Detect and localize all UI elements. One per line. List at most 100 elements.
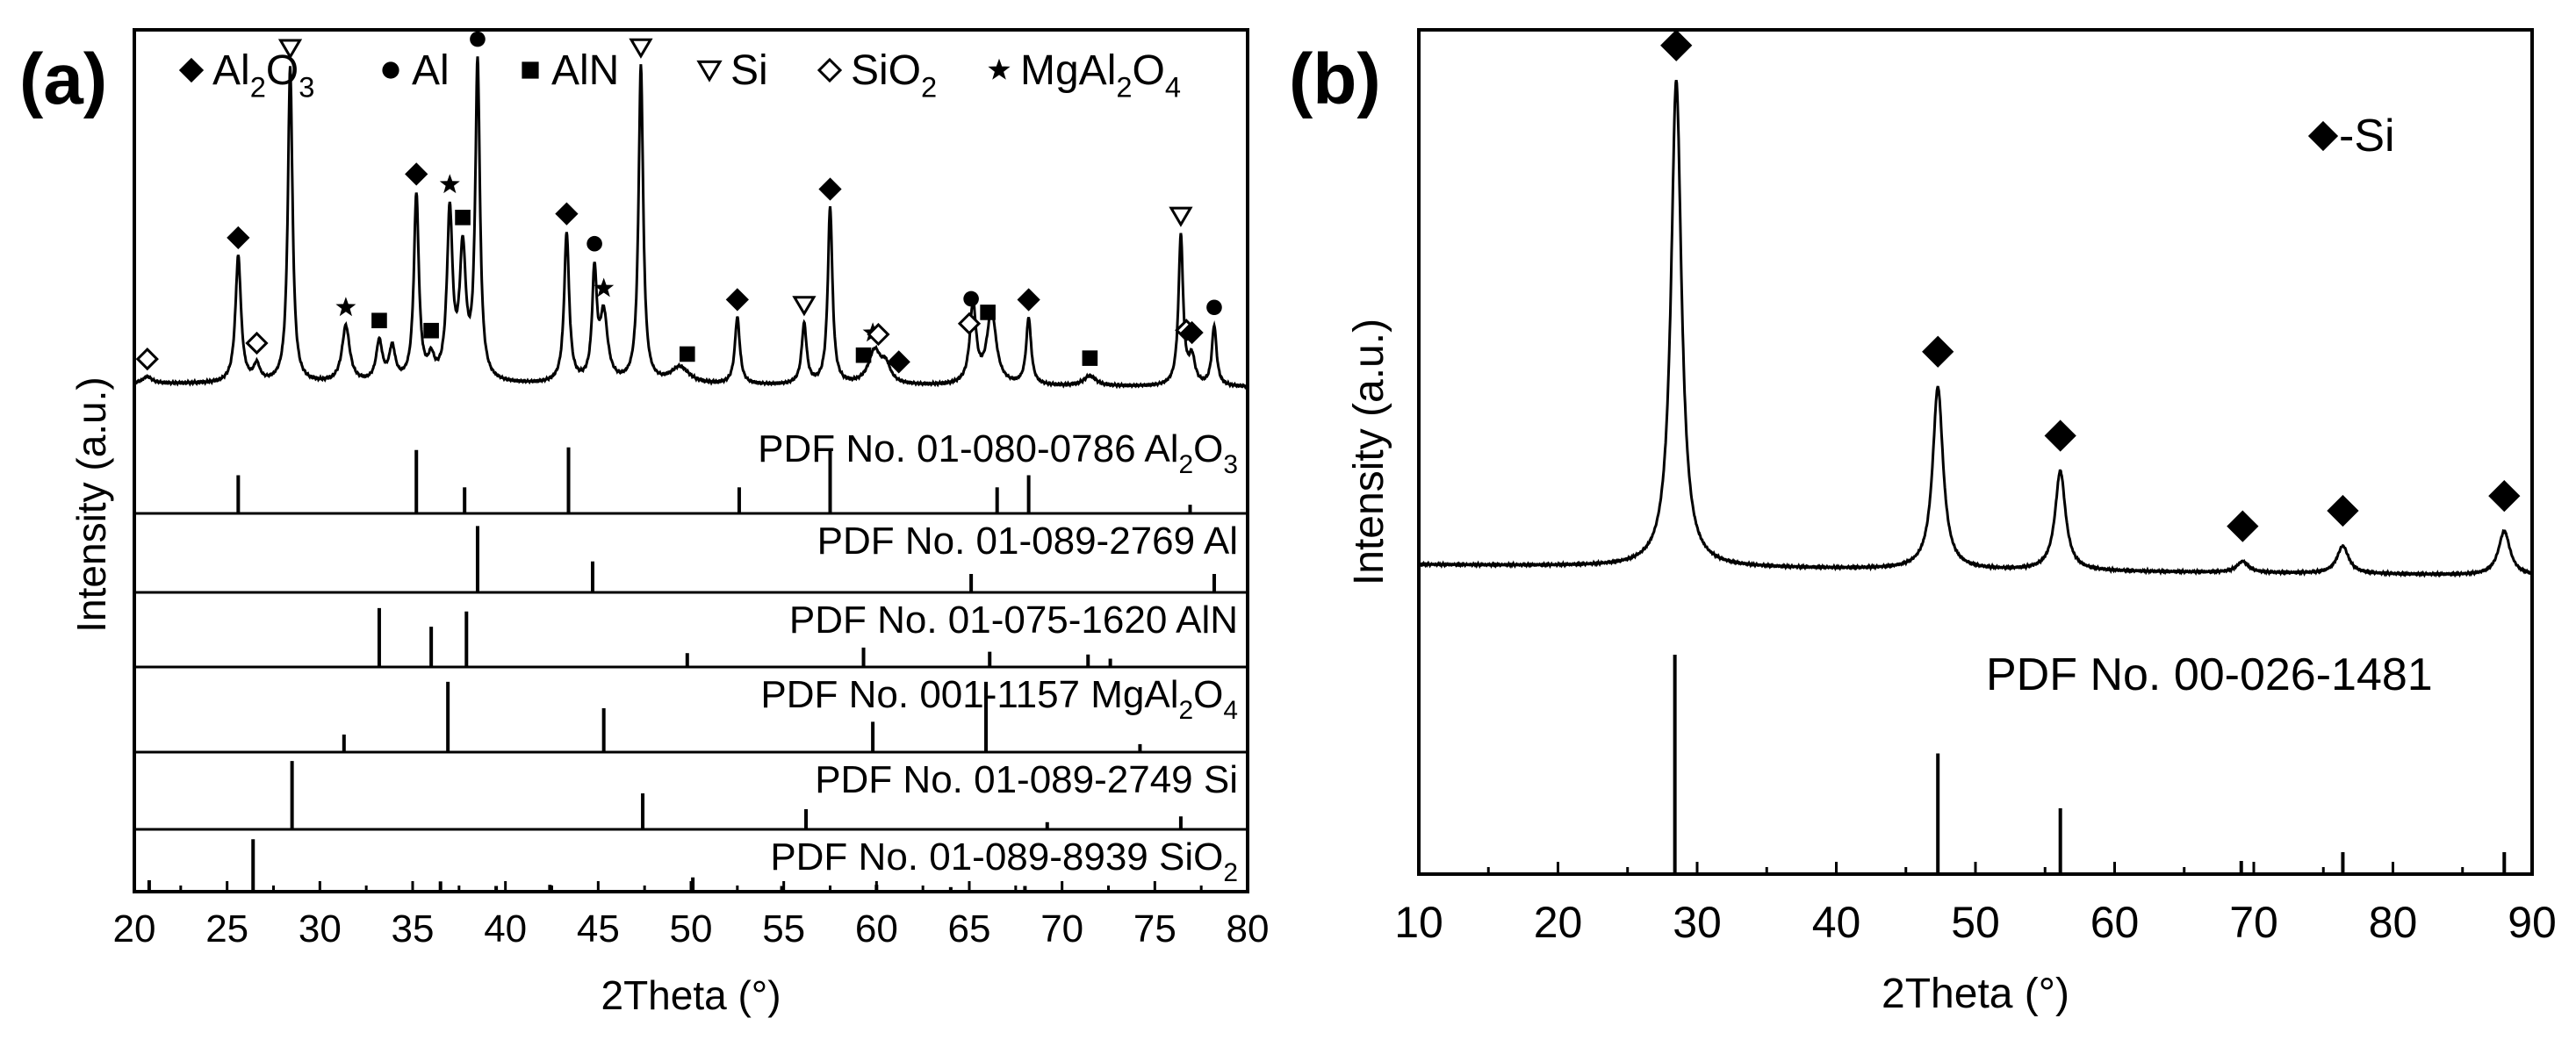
peak-marker-circle (586, 235, 602, 252)
peak-marker-diamond (818, 177, 842, 201)
legend-symbol-diamond-open (817, 57, 843, 83)
x-tick-label: 60 (2090, 898, 2140, 947)
x-tick-label: 35 (392, 907, 435, 950)
reference-label: PDF No. 01-080-0786 Al2O3 (758, 427, 1238, 479)
peak-marker-diamond (555, 202, 579, 226)
peak-marker-square (980, 305, 996, 320)
peak-marker-circle (470, 31, 486, 47)
x-tick-label: 50 (670, 907, 713, 950)
panel-a-measured-pattern (133, 56, 1249, 391)
x-tick-label: 70 (1040, 907, 1083, 950)
x-tick-label: 20 (113, 907, 156, 950)
peak-marker-square (423, 322, 439, 339)
panel-b-y-axis-label: Intensity (a.u.) (1346, 319, 1392, 585)
peak-marker-diamond (1922, 335, 1954, 368)
legend-label: MgAl2O4 (1020, 47, 1181, 103)
peak-marker-square (855, 347, 872, 363)
peak-marker-diamond (2327, 494, 2359, 527)
x-tick-label: 80 (1227, 907, 1270, 950)
peak-marker-square (371, 312, 387, 329)
peak-marker-diamond-open (135, 347, 159, 371)
x-tick-label: 55 (762, 907, 805, 950)
peak-marker-diamond-open (245, 331, 269, 355)
reference-label: PDF No. 01-089-8939 SiO2 (770, 835, 1238, 887)
peak-marker-diamond (227, 226, 250, 250)
diffraction-curve (1417, 80, 2534, 578)
legend-label: -Si (2339, 111, 2395, 161)
peak-marker-triangle (629, 38, 653, 59)
peak-marker-diamond (887, 350, 910, 374)
legend-symbol-square (522, 61, 539, 79)
peak-marker-diamond-open (867, 322, 890, 347)
legend-symbol-star (988, 58, 1011, 80)
peak-marker-diamond (2488, 480, 2521, 513)
x-tick-label: 30 (1673, 898, 1722, 947)
x-tick-label: 75 (1133, 907, 1176, 950)
legend-symbol-diamond (2307, 120, 2339, 152)
peak-marker-triangle (792, 296, 817, 317)
x-tick-label: 90 (2508, 898, 2557, 947)
peak-marker-circle (963, 290, 979, 307)
panel-a-y-axis-label: Intensity (a.u.) (68, 376, 114, 632)
peak-marker-diamond (1180, 320, 1204, 345)
legend-label: Si (730, 47, 768, 94)
panel-b-chart: (b) -Si PDF No. 00-026-1481 10 20 30 40 50 60… (1289, 28, 2557, 1017)
peak-marker-star (335, 297, 356, 317)
peak-marker-diamond (2227, 510, 2259, 542)
peak-marker-diamond-open (957, 312, 982, 335)
peak-marker-triangle (277, 39, 303, 60)
panel-b-legend: -Si (2307, 111, 2395, 161)
x-tick-label: 80 (2369, 898, 2418, 947)
x-tick-label: 40 (1812, 898, 1861, 947)
legend-label: Al (412, 47, 450, 94)
panel-a-x-axis: 20 25 30 35 40 45 50 55 60 65 70 75 80 (113, 881, 1270, 950)
x-tick-label: 40 (484, 907, 527, 950)
peak-marker-diamond (1017, 288, 1040, 312)
legend-symbol-circle (382, 61, 399, 79)
x-tick-label: 30 (299, 907, 342, 950)
panel-b-label: (b) (1289, 39, 1381, 119)
x-tick-label: 25 (205, 907, 248, 950)
panel-a-chart: (a) Al2O3 Al AlN Si SiO2 MgAl2O4 PDF No. 01-0… (19, 28, 1270, 1018)
peak-marker-diamond (405, 162, 428, 186)
peak-marker-star (439, 174, 460, 194)
peak-marker-circle (1206, 299, 1222, 316)
x-tick-label: 10 (1394, 898, 1443, 947)
peak-marker-triangle (1169, 206, 1193, 227)
x-tick-label: 65 (948, 907, 991, 950)
reference-label: PDF No. 001-1157 MgAl2O4 (760, 673, 1238, 725)
peak-marker-square (455, 209, 471, 226)
legend-label: Al2O3 (212, 47, 314, 103)
legend-label: AlN (551, 47, 619, 94)
panel-a-peak-markers (135, 31, 1222, 374)
peak-marker-square (1082, 350, 1098, 366)
x-tick-label: 20 (1534, 898, 1583, 947)
panel-a-reference-patterns: PDF No. 01-080-0786 Al2O3 PDF No. 01-089-… (134, 427, 1248, 892)
panel-b-x-axis-label: 2Theta (°) (1882, 971, 2069, 1017)
x-tick-label: 70 (2229, 898, 2278, 947)
x-tick-label: 50 (1951, 898, 2000, 947)
reference-label: PDF No. 00-026-1481 (1986, 649, 2433, 700)
panel-b-reference-pattern: PDF No. 00-026-1481 (1673, 649, 2507, 874)
legend-label: SiO2 (851, 47, 937, 103)
panel-a-label: (a) (19, 39, 107, 119)
reference-label: PDF No. 01-075-1620 AlN (789, 599, 1238, 642)
panel-a-legend: Al2O3 Al AlN Si SiO2 MgAl2O4 (178, 47, 1181, 103)
legend-symbol-diamond (178, 57, 205, 83)
diffraction-curve (133, 56, 1249, 391)
reference-label: PDF No. 01-089-2749 Si (815, 758, 1238, 801)
panel-b-peak-markers (1660, 29, 2521, 542)
panel-b-measured-pattern (1417, 80, 2534, 578)
panel-a-x-axis-label: 2Theta (°) (601, 972, 781, 1018)
reference-label: PDF No. 01-089-2769 Al (817, 520, 1238, 563)
x-tick-label: 60 (855, 907, 898, 950)
peak-marker-diamond (1660, 29, 1693, 61)
x-tick-label: 45 (577, 907, 620, 950)
panel-b-x-axis: 10 20 30 40 50 60 70 80 90 (1394, 862, 2557, 947)
peak-marker-star (594, 277, 615, 298)
peak-marker-diamond (2044, 420, 2076, 452)
legend-symbol-triangle (696, 60, 723, 82)
peak-marker-square (679, 346, 695, 362)
peak-marker-diamond (725, 288, 749, 312)
